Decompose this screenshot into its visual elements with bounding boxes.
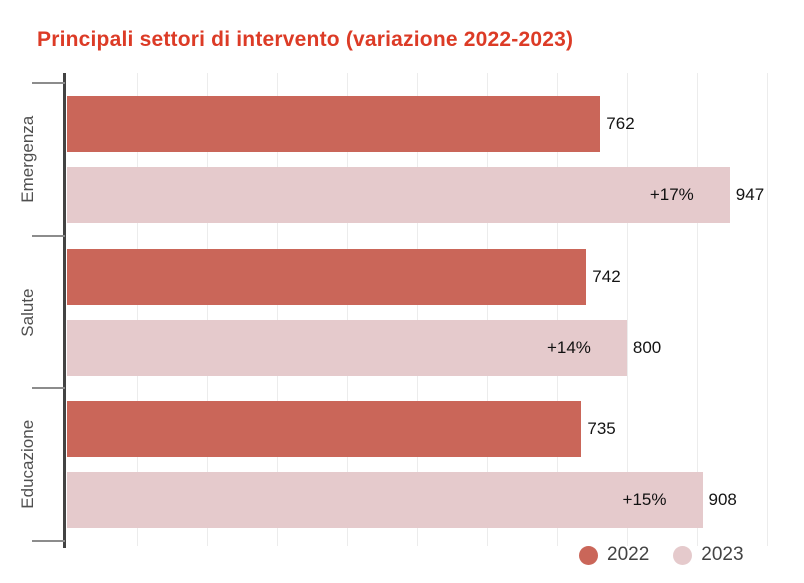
legend-item-2022[interactable]: 2022: [579, 544, 649, 566]
bar-salute-2023[interactable]: +14%: [67, 319, 627, 376]
legend: 2022 2023: [579, 544, 744, 566]
value-label-educazione-2022: 735: [587, 419, 616, 439]
value-label-salute-2023: 800: [632, 337, 662, 357]
legend-swatch-2023-icon: [673, 545, 693, 565]
gridline-x-600: [486, 73, 488, 546]
legend-swatch-2022-icon: [579, 545, 598, 565]
bar-emergenza-2022[interactable]: [67, 96, 601, 152]
y-axis-line: [63, 73, 66, 548]
y-axis-tick: [32, 387, 65, 390]
category-label-salute: Salute: [18, 287, 37, 337]
bar-salute-2022[interactable]: [67, 248, 587, 305]
gridline-x-900: [696, 73, 698, 546]
legend-label-2022: 2022: [607, 544, 650, 565]
value-label-salute-2022: 742: [592, 266, 621, 286]
gridline-x-400: [347, 73, 348, 546]
y-axis-tick: [32, 234, 65, 237]
gridline-x-300: [277, 73, 278, 546]
plot-area: Emergenza 762 +17% 947 Salute 742 +14% 800 Educa…: [18, 73, 804, 548]
value-label-emergenza-2022: 762: [606, 114, 635, 133]
bar-educazione-2023[interactable]: +15%: [67, 472, 703, 529]
gridline-x-200: [207, 73, 208, 546]
bar-emergenza-2023[interactable]: +17%: [67, 167, 730, 223]
gridline-x-1000: [766, 73, 768, 546]
y-axis-tick: [32, 540, 65, 542]
chart-title: Principali settori di intervento (variaz…: [37, 28, 574, 51]
legend-label-2023: 2023: [701, 544, 744, 565]
y-axis-tick: [32, 82, 65, 84]
gridline-x-100: [137, 73, 138, 546]
bar-educazione-2022[interactable]: [67, 401, 582, 458]
value-label-educazione-2023: 908: [708, 490, 737, 510]
gridline-x-500: [417, 73, 418, 546]
gridline-x-800: [626, 73, 628, 546]
gridline-x-700: [556, 73, 558, 546]
category-label-educazione: Educazione: [18, 420, 37, 510]
value-label-emergenza-2023: 947: [735, 185, 765, 204]
change-label-educazione: +15%: [622, 490, 667, 510]
change-label-emergenza: +17%: [649, 185, 694, 204]
category-label-emergenza: Emergenza: [18, 115, 37, 203]
change-label-salute: +14%: [546, 337, 591, 357]
legend-item-2023[interactable]: 2023: [673, 544, 744, 566]
